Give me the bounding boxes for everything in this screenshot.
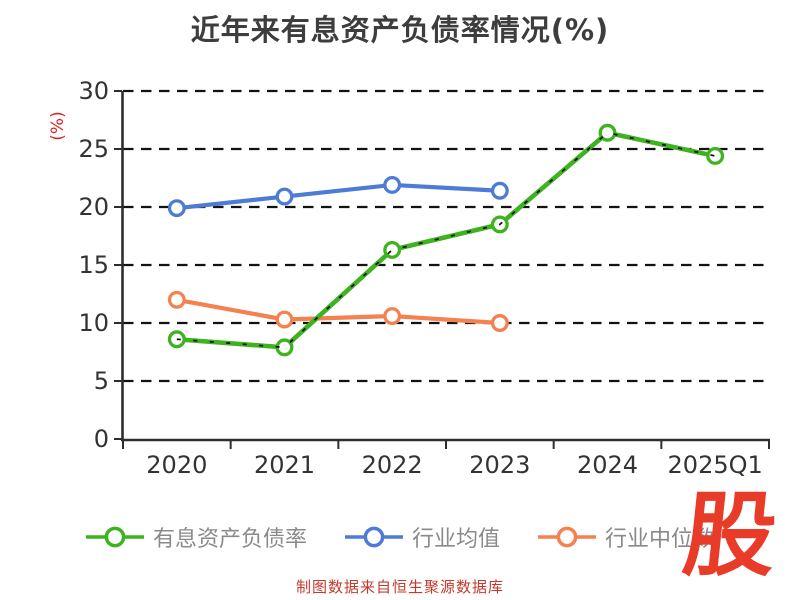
series-marker-series_median: [167, 290, 186, 309]
y-tick-label: 30: [78, 77, 109, 105]
series-line-series_avg: [174, 182, 502, 211]
legend-label: 有息资产负债率: [153, 527, 308, 552]
y-tick-label: 0: [94, 425, 109, 453]
series-marker-series_avg: [490, 181, 509, 200]
series-marker-series_median: [275, 310, 294, 329]
legend-marker-icon: [345, 526, 404, 548]
series-marker-series_avg: [275, 187, 294, 206]
legend-label: 行业中位数: [605, 527, 716, 552]
series-marker-series_avg: [383, 176, 402, 194]
y-tick-label: 20: [78, 193, 109, 221]
legend-item-series_avg[interactable]: 行业均值: [345, 521, 500, 553]
series-marker-series_main: [383, 240, 402, 259]
y-tick-label: 25: [78, 135, 109, 163]
chart-legend: 有息资产负债率 行业均值 行业中位数: [86, 517, 715, 557]
series-line-series_main: [174, 130, 718, 350]
series-marker-series_median: [490, 314, 509, 332]
x-tick-label: 2020: [146, 451, 207, 479]
x-tick-label: 2023: [469, 451, 530, 479]
legend-marker-icon: [86, 526, 144, 548]
series-marker-series_main: [706, 147, 725, 165]
x-tick-label: 2024: [577, 451, 638, 479]
y-tick-label: 10: [78, 309, 109, 337]
x-tick-label: 2022: [362, 451, 423, 479]
chart-title: 近年来有息资产负债率情况(%): [190, 13, 610, 47]
series-marker-series_median: [383, 307, 402, 325]
series-marker-series_main: [598, 123, 617, 142]
x-tick-label: 2025Q1: [668, 451, 763, 479]
legend-label: 行业均值: [412, 527, 501, 552]
legend-item-series_median[interactable]: 行业中位数: [538, 521, 715, 553]
x-tick-label: 2021: [254, 451, 315, 479]
y-tick-label: 5: [94, 367, 109, 395]
data-source-note: 制图数据来自恒生聚源数据库: [295, 578, 504, 596]
stock-watermark-logo: 股: [678, 482, 782, 589]
y-tick-label: 15: [78, 251, 109, 279]
legend-marker-icon: [538, 526, 597, 548]
legend-item-series_main[interactable]: 有息资产负债率: [86, 521, 307, 553]
series-marker-series_avg: [167, 199, 186, 218]
series-line-series_median: [174, 297, 502, 326]
